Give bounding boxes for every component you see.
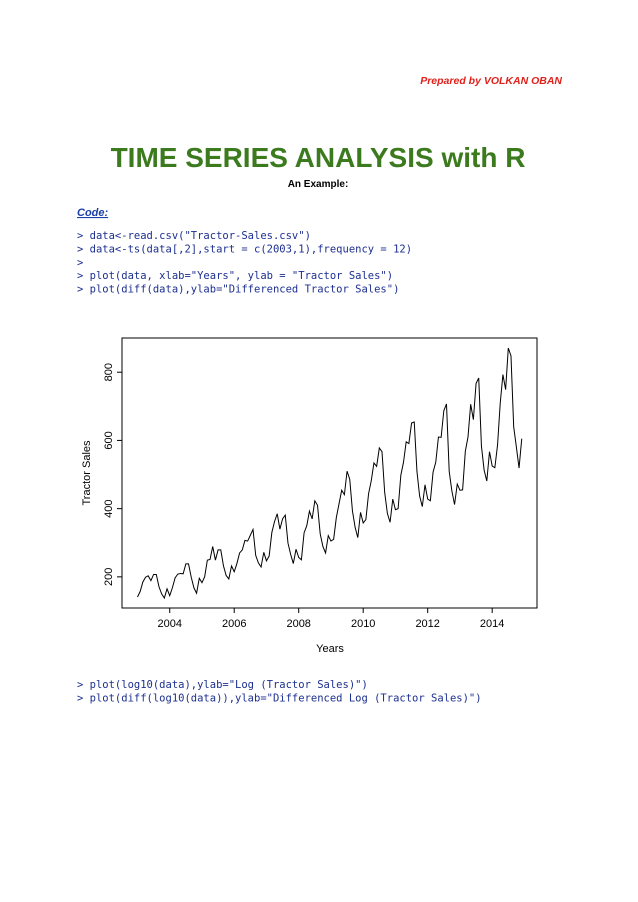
code-line: > data<-read.csv("Tractor-Sales.csv")	[77, 230, 311, 242]
subtitle: An Example:	[288, 179, 349, 190]
x-tick-label: 2006	[222, 618, 246, 630]
y-tick-label: 800	[103, 363, 115, 381]
code-block: > data<-read.csv("Tractor-Sales.csv")> d…	[77, 230, 412, 296]
x-tick-label: 2010	[351, 618, 375, 630]
code-line: > plot(diff(log10(data)),ylab="Differenc…	[77, 692, 482, 704]
chart: Years Tractor Sales 2004 2006 2008 2010 2012…	[81, 337, 538, 655]
y-tick-label: 600	[103, 431, 115, 449]
code-line: > data<-ts(data[,2],start = c(2003,1),fr…	[77, 243, 412, 255]
code-line: > plot(data, xlab="Years", ylab = "Tract…	[77, 270, 393, 282]
data-line	[137, 347, 523, 600]
code-label: Code:	[77, 207, 109, 219]
y-tick-label: 400	[103, 499, 115, 517]
x-tick-label: 2004	[157, 618, 181, 630]
title: TIME SERIES ANALYSIS with R	[111, 142, 526, 173]
x-tick-label: 2012	[415, 618, 439, 630]
x-axis-label: Years	[316, 643, 344, 655]
code-line: > plot(diff(data),ylab="Differenced Trac…	[77, 284, 399, 296]
y-axis-label: Tractor Sales	[81, 440, 93, 506]
prepared-by: Prepared by VOLKAN OBAN	[420, 75, 562, 87]
y-tick-label: 200	[103, 568, 115, 586]
code-line: > plot(log10(data),ylab="Log (Tractor Sa…	[77, 679, 368, 691]
x-tick-label: 2008	[286, 618, 310, 630]
x-tick-label: 2014	[480, 618, 504, 630]
code-line: >	[77, 257, 83, 269]
code-block: > plot(log10(data),ylab="Log (Tractor Sa…	[77, 679, 482, 704]
plot-box	[121, 337, 538, 609]
